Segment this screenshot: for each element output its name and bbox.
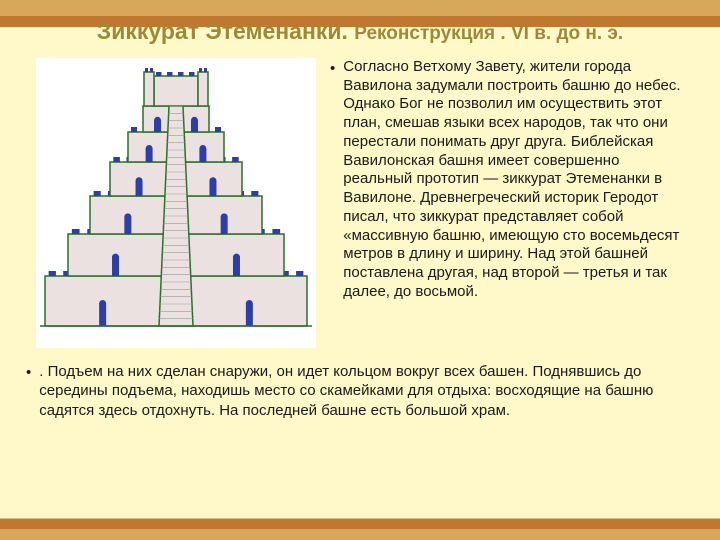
paragraph-bottom: . Подъем на них сделан снаружи, он идет … bbox=[39, 362, 684, 421]
slide-title: Зиккурат Этеменанки. Реконструкция . VI … bbox=[36, 18, 684, 46]
right-text-block: • Согласно Ветхому Завету, жители города… bbox=[330, 58, 684, 302]
title-main: Зиккурат Этеменанки. bbox=[97, 18, 348, 44]
paragraph-right: Согласно Ветхому Завету, жители города В… bbox=[343, 58, 684, 302]
content-row: • Согласно Ветхому Завету, жители города… bbox=[36, 58, 684, 348]
title-sub: Реконструкция . VI в. до н. э. bbox=[354, 23, 623, 44]
bullet-item: • Согласно Ветхому Завету, жители города… bbox=[330, 58, 684, 302]
slide: Зиккурат Этеменанки. Реконструкция . VI … bbox=[0, 0, 720, 540]
ziggurat-svg bbox=[36, 58, 316, 348]
ziggurat-figure bbox=[36, 58, 316, 348]
bullet-dot-icon: • bbox=[330, 60, 335, 302]
bullet-dot-icon: • bbox=[26, 364, 31, 421]
bullet-item: • . Подъем на них сделан снаружи, он иде… bbox=[36, 362, 684, 421]
bottom-text-block: • . Подъем на них сделан снаружи, он иде… bbox=[36, 362, 684, 421]
